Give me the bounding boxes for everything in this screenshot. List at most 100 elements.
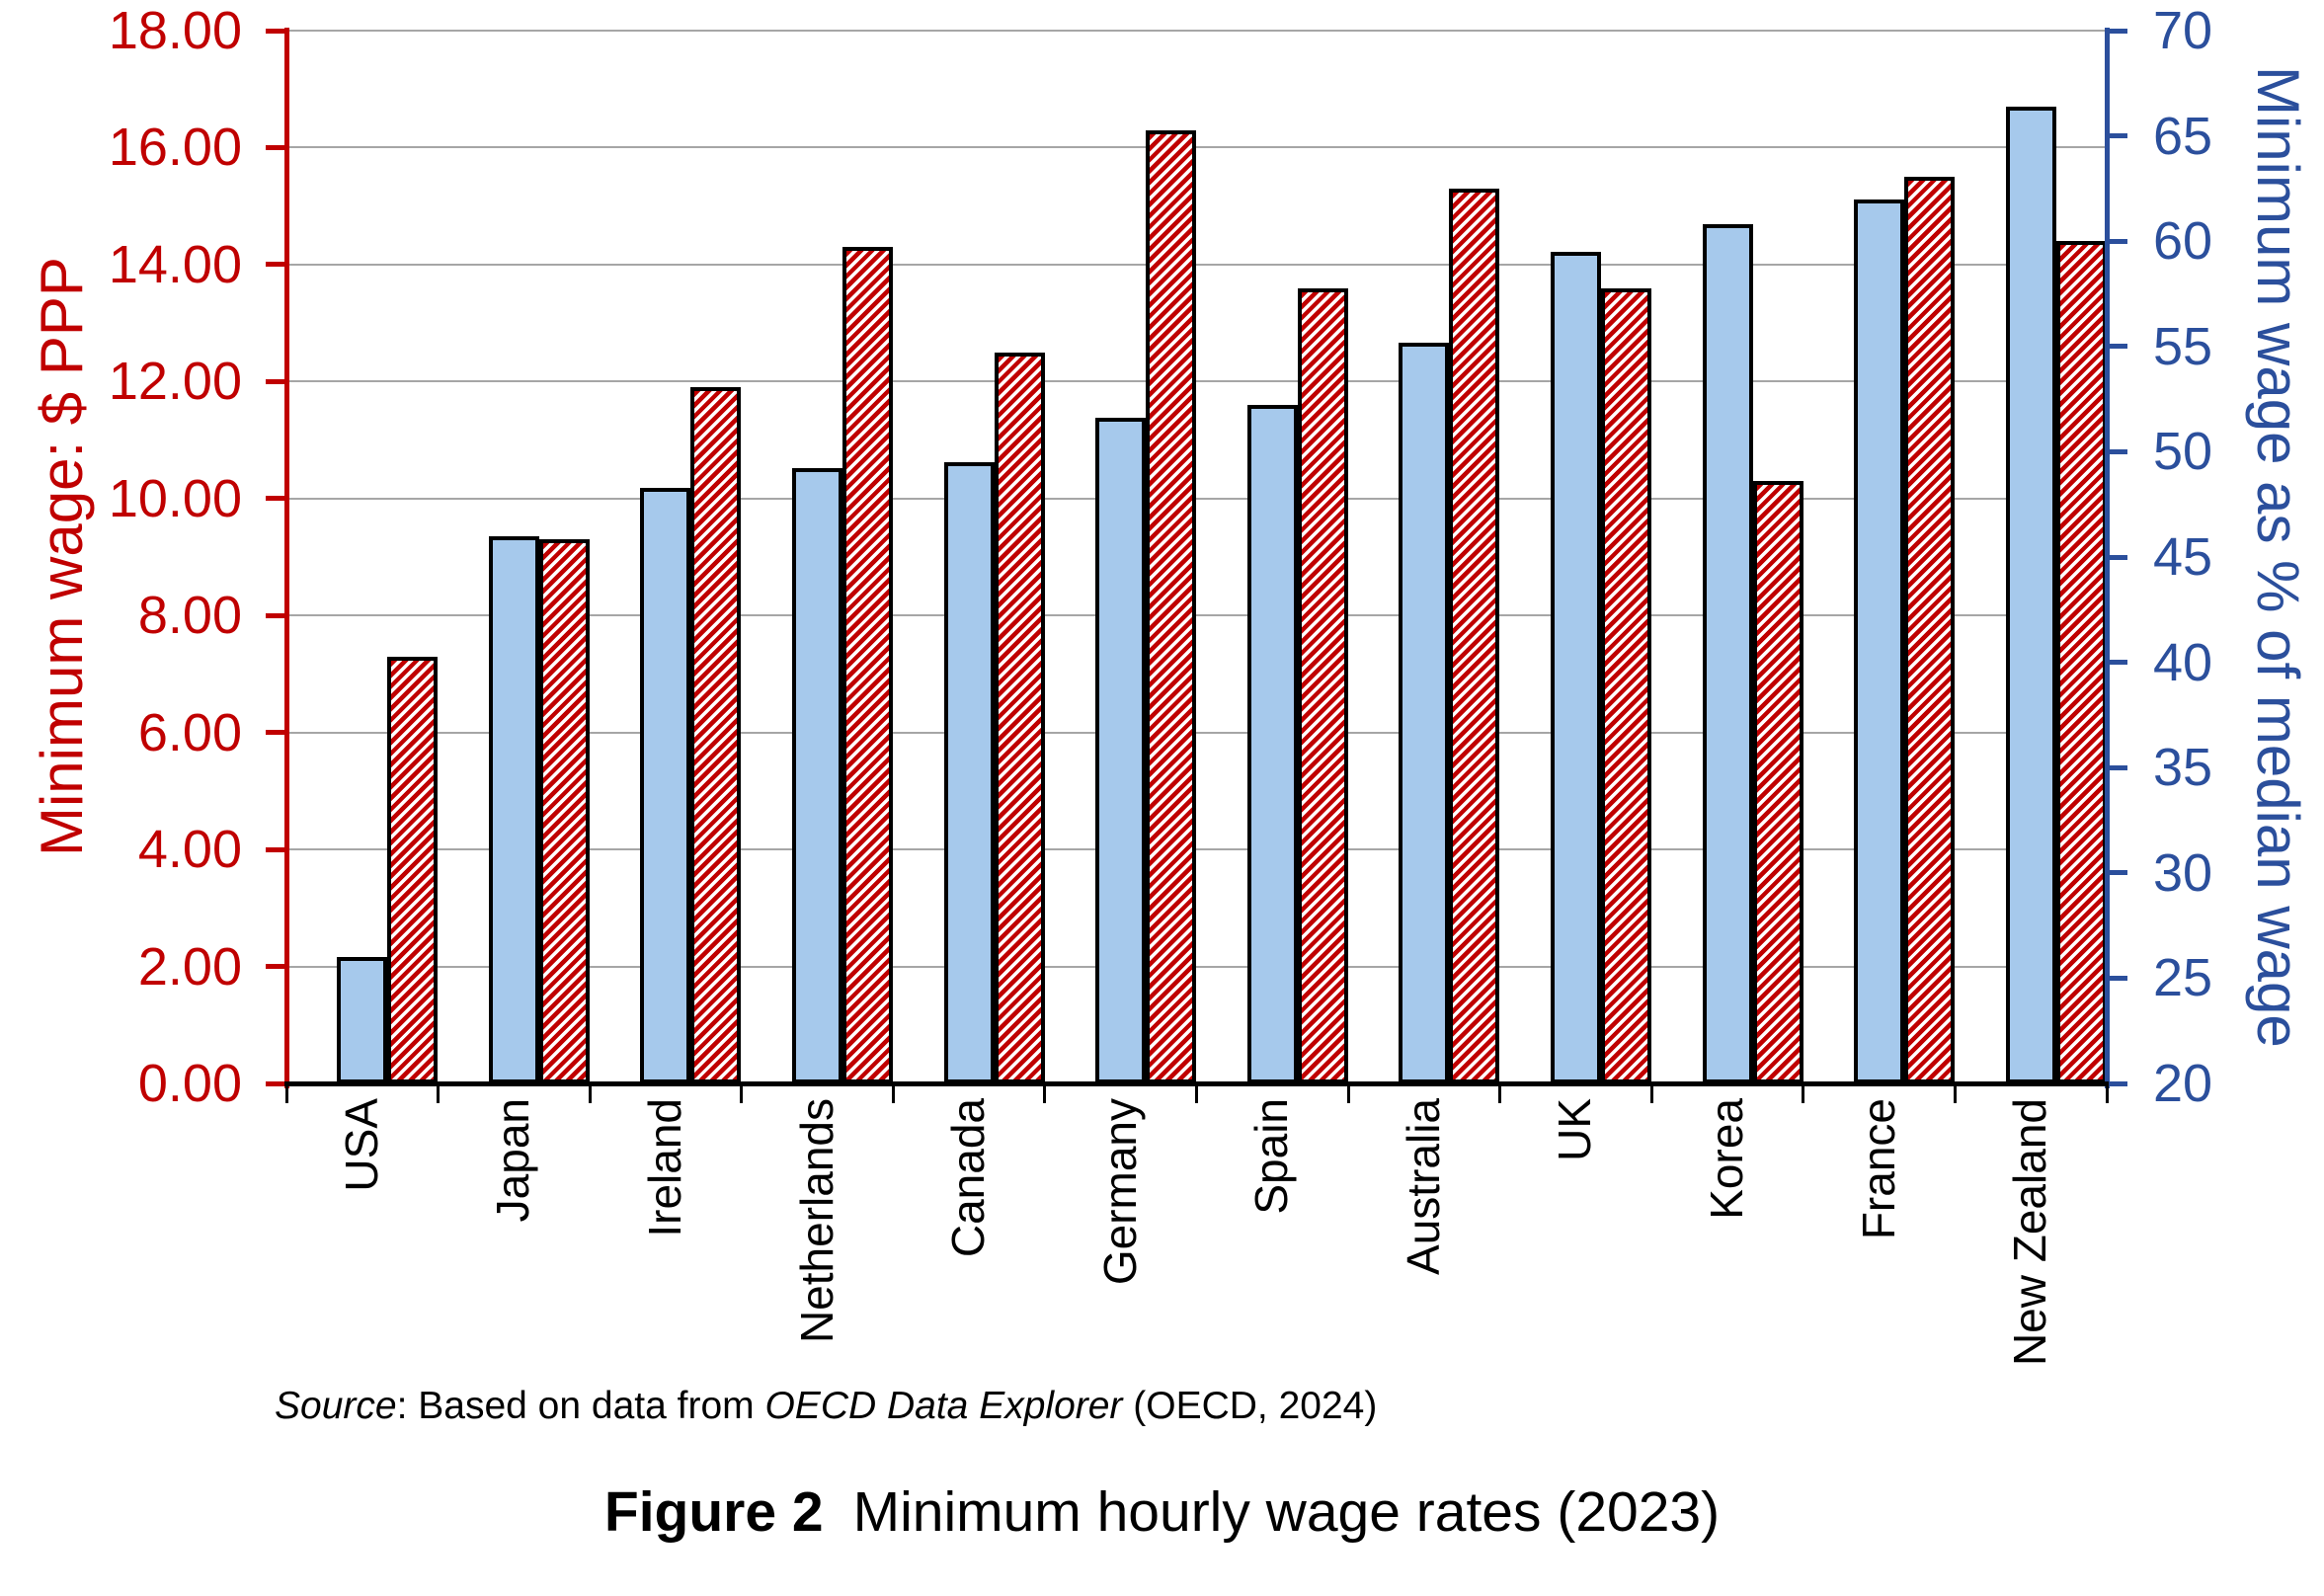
- left-axis-tick-label: 16.00: [108, 118, 242, 178]
- left-axis-tick: [266, 964, 286, 970]
- bar-ireland-ppp: [690, 387, 742, 1083]
- right-axis-tick: [2107, 238, 2127, 244]
- left-axis-tick: [266, 144, 286, 150]
- gridline: [286, 614, 2107, 617]
- left-axis-title: Minimum wage: $ PPP: [29, 257, 95, 857]
- bar-ireland-pct-median: [640, 487, 691, 1083]
- gridline: [286, 497, 2107, 500]
- right-axis-tick-label: 70: [2153, 1, 2213, 60]
- source-dataset: OECD Data Explorer: [764, 1385, 1123, 1427]
- left-axis-tick-label: 8.00: [137, 586, 242, 646]
- left-axis-tick-label: 2.00: [137, 936, 242, 997]
- x-axis-label-spain: Spain: [1245, 1098, 1298, 1215]
- right-axis-tick: [2107, 344, 2127, 350]
- left-axis-tick-label: 10.00: [108, 468, 242, 528]
- left-axis-tick: [266, 262, 286, 268]
- bar-new-zealand-ppp: [2055, 241, 2107, 1083]
- x-axis-label-uk: UK: [1549, 1098, 1601, 1161]
- gridline: [286, 30, 2107, 32]
- x-axis-tick: [1953, 1085, 1957, 1103]
- figure-title: Minimum hourly wage rates (2023): [852, 1480, 1721, 1544]
- x-axis-label-korea: Korea: [1701, 1098, 1753, 1220]
- gridline: [286, 965, 2107, 968]
- gridline: [286, 380, 2107, 383]
- bar-usa-ppp: [387, 656, 439, 1083]
- right-axis-tick-label: 50: [2153, 422, 2213, 482]
- bar-germany-pct-median: [1095, 418, 1147, 1083]
- left-axis-tick-label: 4.00: [137, 820, 242, 880]
- left-axis-tick: [266, 612, 286, 618]
- x-axis-tick: [1346, 1085, 1350, 1103]
- right-axis-tick-label: 60: [2153, 211, 2213, 272]
- left-axis-tick-label: 12.00: [108, 352, 242, 412]
- gridline: [286, 263, 2107, 266]
- gridline: [286, 731, 2107, 734]
- bar-usa-pct-median: [337, 957, 388, 1083]
- right-axis-tick: [2107, 660, 2127, 666]
- x-axis-label-canada: Canada: [942, 1098, 995, 1258]
- x-axis-tick: [284, 1085, 288, 1103]
- bar-japan-ppp: [538, 539, 590, 1083]
- left-axis-tick: [266, 846, 286, 852]
- x-axis-tick: [2105, 1085, 2109, 1103]
- bar-canada-ppp: [994, 352, 1045, 1083]
- x-axis-label-netherlands: Netherlands: [790, 1098, 842, 1344]
- right-axis-tick-label: 30: [2153, 842, 2213, 903]
- x-axis-tick: [437, 1085, 441, 1103]
- left-axis-tick: [266, 496, 286, 502]
- bar-japan-pct-median: [488, 535, 539, 1083]
- figure-caption: Figure 2 Minimum hourly wage rates (2023): [0, 1479, 2324, 1545]
- x-axis-line: [284, 1081, 2109, 1086]
- source-note: Source: Based on data from OECD Data Exp…: [275, 1385, 1377, 1428]
- source-year: (OECD, 2024): [1122, 1385, 1378, 1427]
- x-axis-label-usa: USA: [335, 1098, 387, 1192]
- x-axis-tick: [891, 1085, 895, 1103]
- figure-number: Figure 2: [603, 1480, 824, 1544]
- left-axis-line: [284, 28, 289, 1088]
- x-axis-tick: [740, 1085, 744, 1103]
- bar-uk-pct-median: [1550, 251, 1601, 1083]
- x-axis-tick: [1802, 1085, 1805, 1103]
- right-axis-tick: [2107, 870, 2127, 876]
- x-axis-label-new-zealand: New Zealand: [2004, 1098, 2056, 1367]
- right-axis-tick-label: 65: [2153, 106, 2213, 166]
- left-axis-tick: [266, 28, 286, 34]
- bar-australia-pct-median: [1399, 342, 1450, 1083]
- x-axis-label-ireland: Ireland: [638, 1098, 690, 1237]
- right-axis-tick-label: 35: [2153, 738, 2213, 798]
- right-axis-title: Minimum wage as % of median wage: [2245, 66, 2311, 1048]
- left-axis-tick-label: 0.00: [137, 1054, 242, 1113]
- x-axis-tick: [1498, 1085, 1502, 1103]
- right-axis-tick: [2107, 975, 2127, 981]
- x-axis-tick: [1195, 1085, 1198, 1103]
- bar-canada-pct-median: [943, 462, 995, 1083]
- left-axis-tick: [266, 730, 286, 736]
- gridline: [286, 848, 2107, 851]
- right-axis-tick-label: 45: [2153, 527, 2213, 587]
- right-axis-tick: [2107, 554, 2127, 560]
- bar-uk-ppp: [1600, 287, 1651, 1083]
- bar-korea-pct-median: [1702, 224, 1753, 1083]
- right-axis-tick-label: 20: [2153, 1054, 2213, 1113]
- x-axis-tick: [588, 1085, 592, 1103]
- bar-spain-pct-median: [1246, 405, 1298, 1083]
- bar-korea-ppp: [1752, 481, 1803, 1083]
- right-axis-tick-label: 55: [2153, 316, 2213, 376]
- x-axis-tick: [1649, 1085, 1653, 1103]
- x-axis-label-france: France: [1852, 1098, 1904, 1240]
- x-axis-label-australia: Australia: [1397, 1098, 1449, 1275]
- x-axis-label-germany: Germany: [1093, 1098, 1146, 1286]
- bar-new-zealand-pct-median: [2005, 106, 2056, 1083]
- left-axis-tick: [266, 378, 286, 384]
- x-axis-tick: [1043, 1085, 1047, 1103]
- x-axis-label-japan: Japan: [487, 1098, 539, 1223]
- bar-netherlands-ppp: [842, 247, 894, 1083]
- bar-australia-ppp: [1449, 188, 1500, 1083]
- bar-netherlands-pct-median: [792, 468, 843, 1083]
- right-axis-tick: [2107, 448, 2127, 454]
- source-word: Source: [275, 1385, 397, 1427]
- right-axis-tick-label: 25: [2153, 948, 2213, 1008]
- right-axis-tick: [2107, 28, 2127, 34]
- left-axis-tick-label: 6.00: [137, 702, 242, 762]
